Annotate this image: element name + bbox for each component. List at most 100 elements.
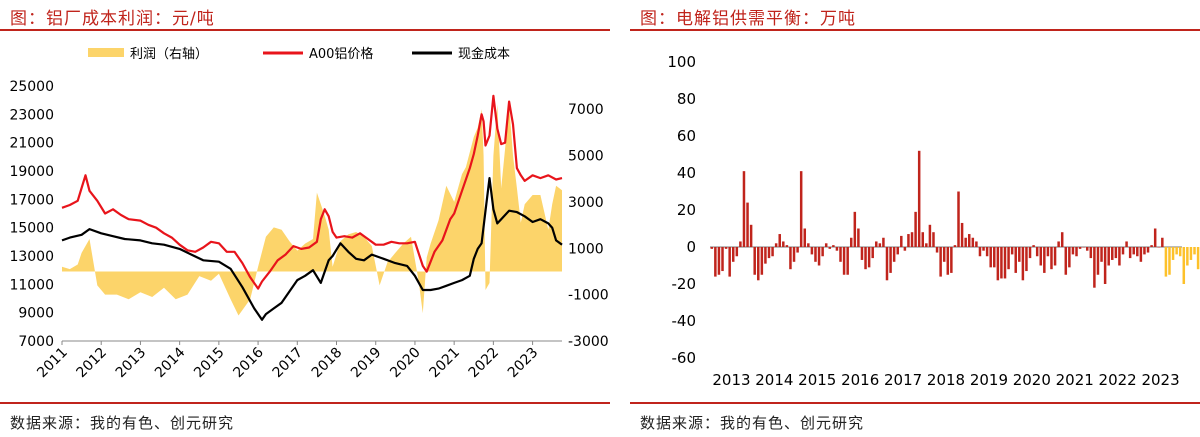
- x-tick-label: 2022: [1099, 371, 1137, 389]
- forecast-bar: [1193, 247, 1196, 255]
- x-tick-label: 2012: [74, 345, 111, 382]
- balance-bar: [735, 247, 739, 257]
- profit-cost-chart: 7000 9000 11000 13000 15000 17000 19000 21000 23…: [9, 46, 609, 382]
- balance-bar: [771, 247, 774, 257]
- balance-bar: [982, 247, 985, 251]
- balance-bar: [1103, 247, 1107, 284]
- profit-area: [62, 104, 562, 316]
- x-tick-label: 2014: [152, 344, 189, 381]
- y-tick-label: -60: [672, 349, 697, 367]
- y-tick-label: 100: [667, 53, 696, 71]
- balance-bar: [903, 247, 907, 251]
- x-tick-label: 2017: [884, 371, 922, 389]
- balance-bar: [746, 202, 749, 247]
- y-tick-label: -40: [672, 312, 697, 330]
- balance-bar: [1007, 247, 1010, 270]
- y2-tick-label: 3000: [568, 195, 604, 211]
- balance-bar: [953, 245, 957, 247]
- balance-bar: [932, 232, 935, 247]
- balance-bar: [1018, 247, 1021, 262]
- balance-bar: [1107, 247, 1110, 266]
- balance-bar: [1093, 247, 1096, 288]
- y-tick-label: 19000: [9, 164, 54, 180]
- balance-bar: [896, 247, 899, 255]
- balance-bar: [731, 247, 735, 262]
- y-tick-label: 9000: [18, 306, 54, 322]
- balance-bar: [717, 247, 721, 275]
- forecast-bar: [1178, 247, 1182, 257]
- balance-bar: [832, 245, 835, 247]
- y-tick-label: 15000: [9, 221, 54, 237]
- balance-bar: [1021, 247, 1025, 281]
- x-tick-label: 2016: [230, 344, 267, 381]
- y-tick-label: 0: [686, 238, 696, 256]
- balance-bar: [710, 247, 714, 249]
- forecast-bar: [1164, 247, 1168, 277]
- balance-bar: [957, 191, 960, 247]
- balance-bar: [928, 224, 932, 247]
- balance-bar: [875, 241, 878, 247]
- balance-bar: [917, 150, 921, 247]
- balance-bar: [792, 247, 796, 262]
- balance-bar: [1068, 247, 1071, 268]
- balance-bar: [925, 243, 928, 247]
- balance-bar: [810, 247, 814, 255]
- x-tick-label: 2023: [1141, 371, 1179, 389]
- balance-bar: [914, 211, 917, 247]
- x-tick-label: 2015: [191, 345, 228, 382]
- balance-bar: [946, 247, 950, 275]
- x-tick-label: 2020: [1013, 371, 1051, 389]
- legend-price-label: A00铝价格: [309, 46, 373, 62]
- y-tick-label: 23000: [9, 107, 54, 123]
- balance-bar: [967, 234, 971, 247]
- balance-bar: [1082, 247, 1085, 248]
- balance-bar: [1100, 247, 1103, 262]
- legend-cost-label: 现金成本: [458, 46, 510, 62]
- balance-bar: [842, 247, 846, 275]
- x-tick-label: 2015: [798, 371, 836, 389]
- balance-bar: [760, 247, 764, 275]
- balance-bar: [799, 171, 803, 247]
- right-source-note: 数据来源：我的有色、创元研究: [640, 414, 865, 432]
- balance-bar: [1114, 247, 1118, 259]
- balance-bar: [910, 232, 914, 247]
- y2-tick-label: 5000: [568, 149, 604, 165]
- x-tick-label: 2016: [841, 371, 879, 389]
- balance-bar: [1003, 247, 1007, 279]
- legend-profit-swatch: [88, 48, 124, 57]
- balance-bar: [971, 237, 975, 247]
- balance-bar: [824, 243, 828, 247]
- y-tick-label: 13000: [9, 249, 54, 265]
- right-chart-title: 图：电解铝供需平衡：万吨: [640, 9, 856, 29]
- balance-bar: [1096, 247, 1100, 275]
- balance-bar: [821, 247, 824, 257]
- forecast-bar: [1182, 247, 1186, 284]
- y-tick-label: 25000: [9, 79, 54, 95]
- balance-bar: [1010, 247, 1014, 255]
- balance-bar: [1118, 247, 1121, 266]
- y-tick-label: 80: [677, 90, 696, 108]
- balance-bar: [892, 247, 896, 262]
- forecast-bar: [1171, 247, 1175, 260]
- balance-bar: [1121, 247, 1125, 255]
- y-tick-label: 60: [677, 127, 696, 145]
- left-source-note: 数据来源：我的有色、创元研究: [10, 414, 235, 432]
- balance-bar: [728, 247, 731, 277]
- balance-bar: [882, 237, 885, 247]
- balance-bar: [1143, 247, 1146, 255]
- balance-bar: [1136, 247, 1139, 257]
- cash-cost-line: [61, 177, 563, 321]
- supply-demand-chart: 100 80 60 40 20 0 -20 -40 -60 2013 2014 2015 2016 201…: [667, 53, 1200, 389]
- balance-bar: [942, 247, 946, 262]
- right-chart-panel: 图：电解铝供需平衡：万吨 100 80 60 40 20 0 -20 -40 -60 2013 20…: [630, 0, 1200, 437]
- y2-tick-label: -3000: [568, 334, 609, 350]
- forecast-bar: [1186, 247, 1189, 266]
- balance-bar: [753, 247, 756, 275]
- y-tick-label: -20: [672, 275, 697, 293]
- y2-tick-label: 7000: [568, 102, 604, 118]
- balance-bar: [796, 247, 799, 253]
- balance-bar: [907, 234, 910, 247]
- balance-bar: [849, 237, 853, 247]
- balance-bar: [1028, 247, 1032, 259]
- balance-bar: [1064, 247, 1068, 275]
